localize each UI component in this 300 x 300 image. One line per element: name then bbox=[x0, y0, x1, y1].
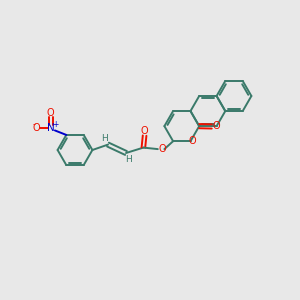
Text: O: O bbox=[158, 144, 166, 154]
Text: H: H bbox=[126, 154, 132, 164]
Text: O: O bbox=[188, 136, 196, 146]
Text: O: O bbox=[213, 121, 220, 131]
Text: O: O bbox=[141, 126, 148, 136]
Text: +: + bbox=[52, 120, 58, 129]
Text: H: H bbox=[101, 134, 108, 143]
Text: O: O bbox=[47, 108, 55, 118]
Text: -: - bbox=[32, 120, 35, 129]
Text: O: O bbox=[32, 123, 40, 133]
Text: N: N bbox=[47, 123, 55, 133]
